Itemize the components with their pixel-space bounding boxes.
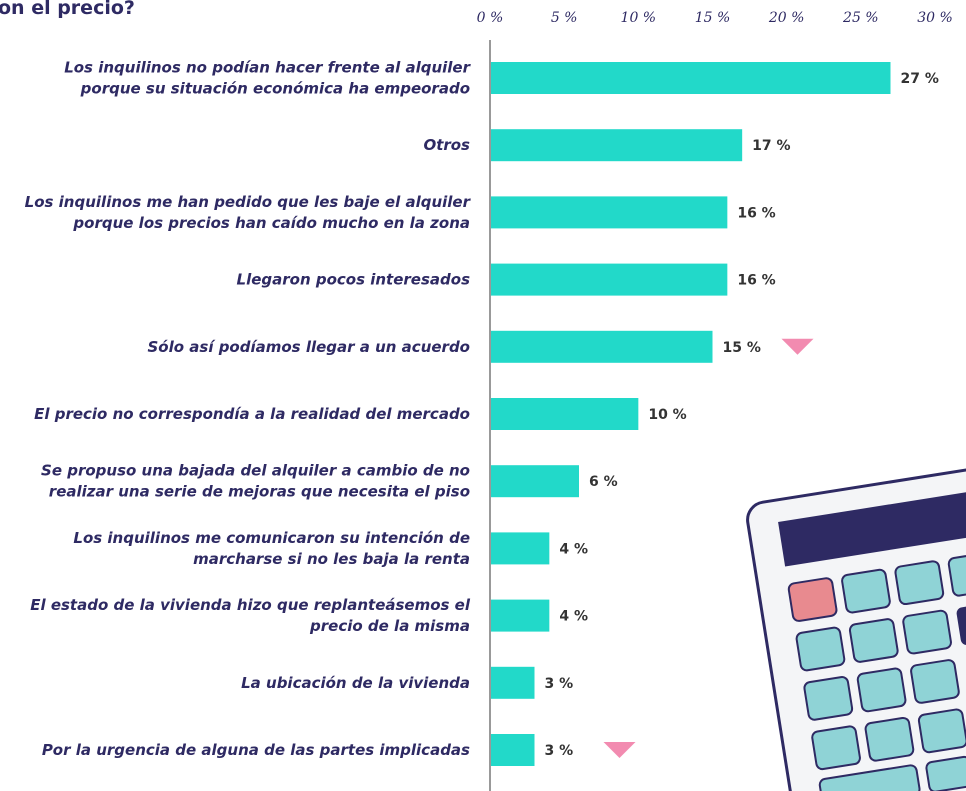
x-tick-label: 10 % (621, 10, 657, 26)
bar (490, 263, 728, 296)
category-label: precio de la misma (309, 617, 470, 635)
value-label: 10 % (648, 407, 686, 423)
bar (490, 734, 535, 766)
value-label: 17 % (752, 138, 790, 154)
bar (490, 129, 743, 162)
category-label: Otros (423, 136, 470, 154)
value-label: 16 % (737, 273, 775, 289)
value-label: 27 % (901, 71, 939, 87)
category-label: Llegaron pocos interesados (237, 271, 471, 289)
value-label: 15 % (723, 340, 761, 356)
bar (490, 532, 550, 565)
category-label: El estado de la vivienda hizo que replan… (30, 596, 471, 614)
value-label: 6 % (589, 474, 618, 490)
down-marker (603, 742, 636, 758)
category-label: Los inquilinos me han pedido que les baj… (25, 193, 472, 211)
bar (490, 465, 579, 498)
value-label: 4 % (559, 609, 588, 625)
x-tick-label: 30 % (917, 10, 953, 26)
category-label: Por la urgencia de alguna de las partes … (42, 741, 470, 759)
bar (490, 330, 713, 363)
category-label: Se propuso una bajada del alquiler a cam… (41, 462, 470, 480)
bar (490, 666, 535, 699)
category-label: realizar una serie de mejoras que necesi… (49, 483, 470, 501)
value-label: 3 % (545, 743, 574, 759)
category-label: Los inquilinos me comunicaron su intenci… (73, 529, 470, 547)
category-label: Los inquilinos no podían hacer frente al… (64, 59, 471, 77)
category-label: El precio no correspondía a la realidad … (34, 405, 470, 423)
down-marker (781, 338, 814, 355)
category-label: La ubicación de la vivienda (241, 674, 470, 692)
value-label: 4 % (559, 541, 588, 557)
x-tick-label: 5 % (551, 10, 578, 26)
x-tick-label: 25 % (842, 10, 879, 26)
x-tick-label: 15 % (695, 10, 731, 26)
bar (490, 599, 550, 632)
bar (490, 398, 639, 430)
calculator-illustration (746, 465, 966, 791)
bar (490, 62, 891, 94)
category-label: porque los precios han caído mucho en la… (72, 214, 470, 232)
value-label: 16 % (737, 205, 775, 221)
category-label: Sólo así podíamos llegar a un acuerdo (148, 338, 471, 356)
chart-title: on el precio? (0, 0, 135, 19)
bar (490, 196, 728, 229)
value-label: 3 % (545, 676, 574, 692)
category-label: marcharse si no les baja la renta (193, 550, 470, 568)
x-tick-label: 0 % (477, 10, 504, 26)
x-tick-label: 20 % (768, 10, 805, 26)
category-label: porque su situación económica ha empeora… (80, 80, 470, 98)
